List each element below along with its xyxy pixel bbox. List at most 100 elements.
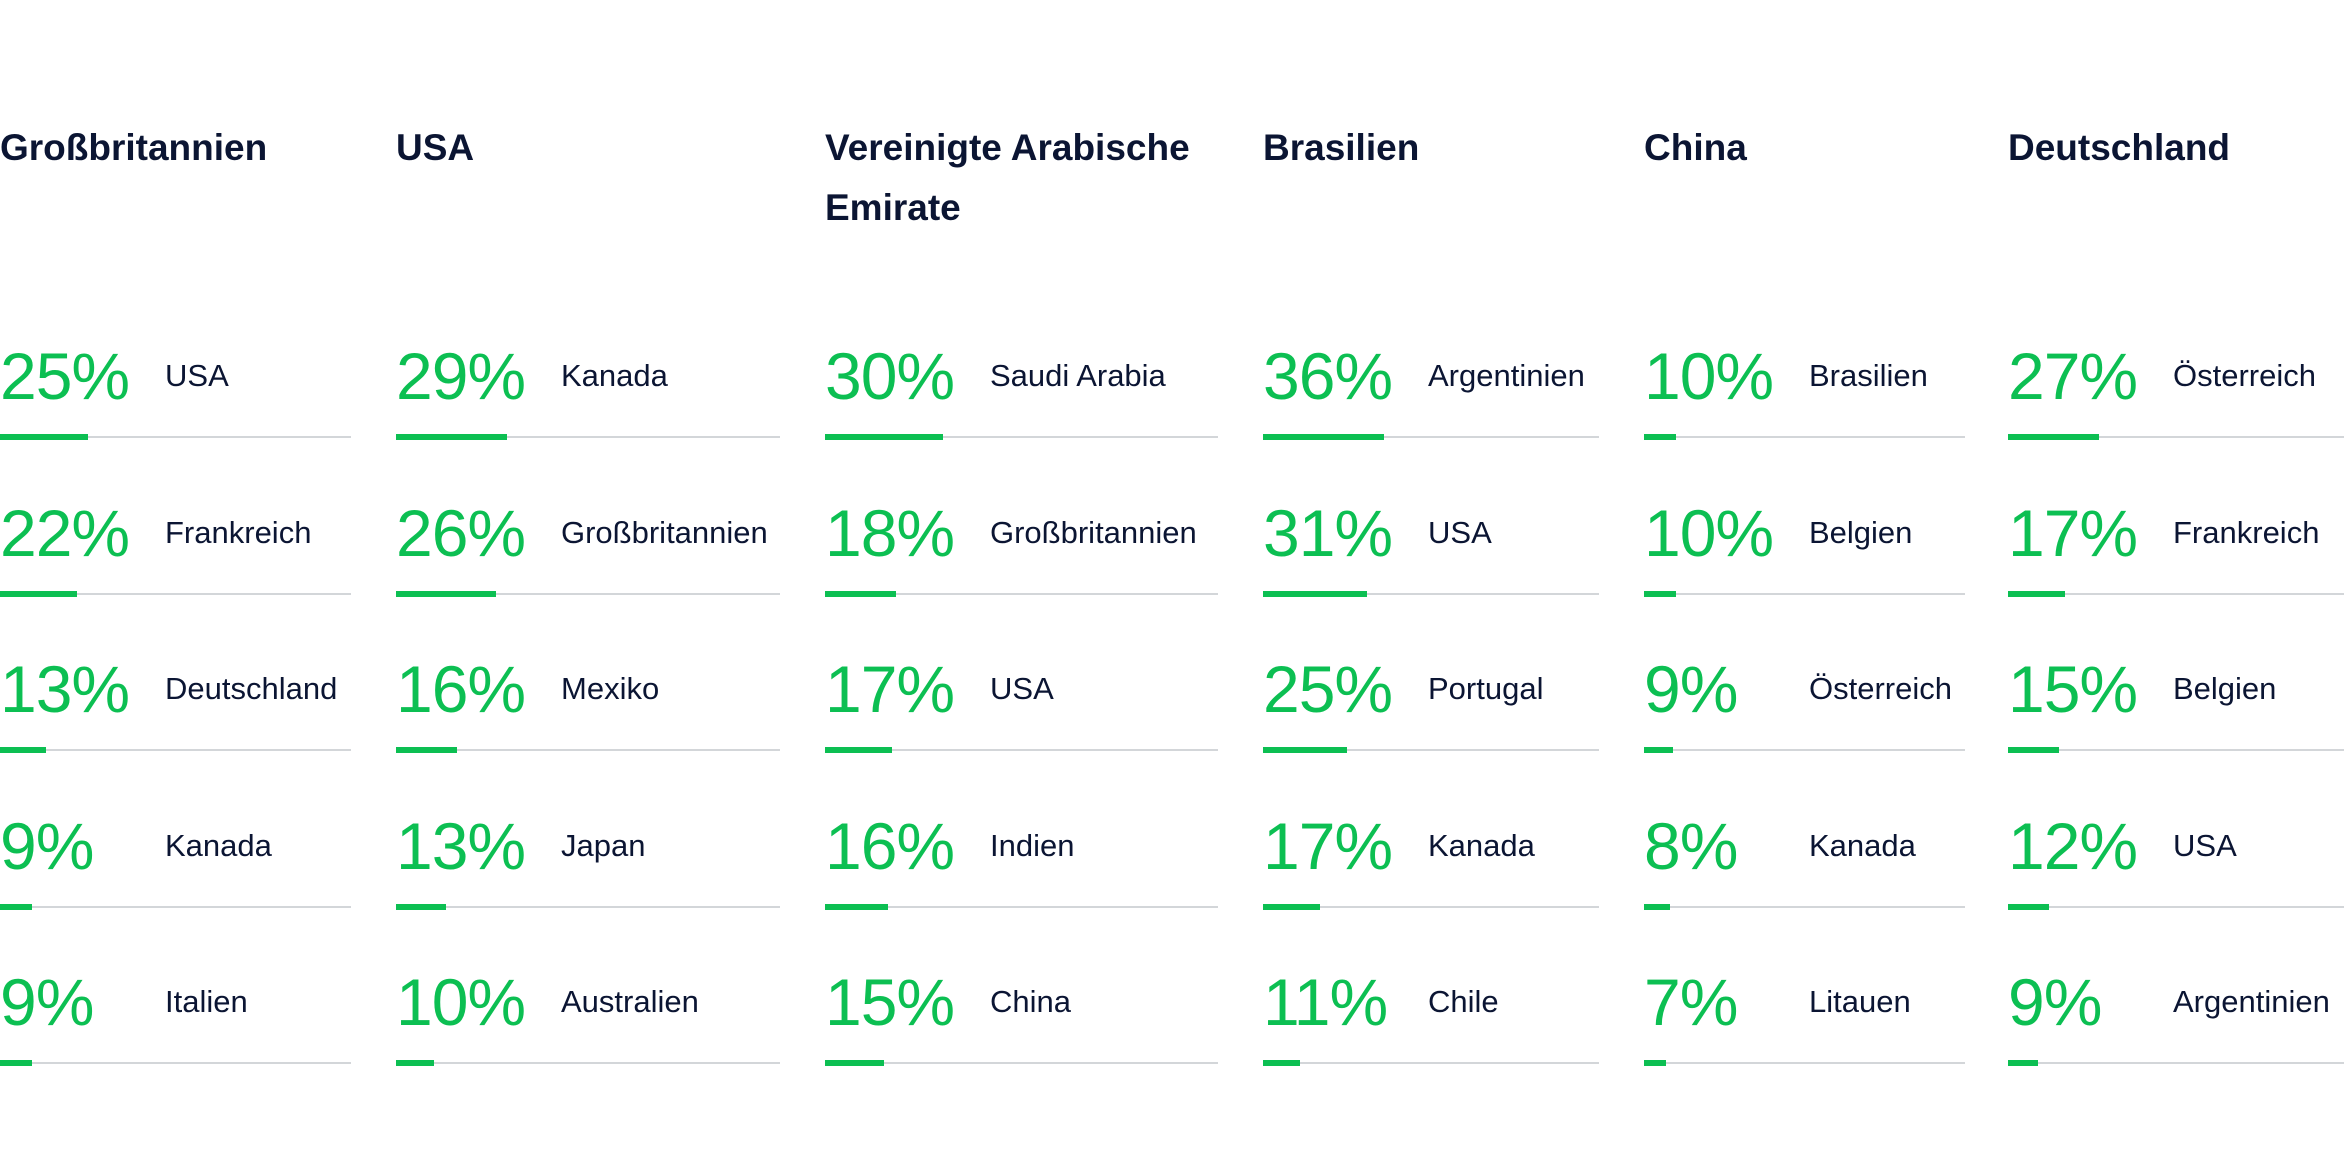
- percentage-value: 10%: [1644, 339, 1774, 413]
- progress-track: [1263, 903, 1599, 910]
- country-label: Österreich: [2173, 358, 2316, 393]
- country-label: Argentinien: [1428, 358, 1585, 393]
- percentage-value: 16%: [396, 652, 526, 726]
- stat-row: 12% USA: [2008, 806, 2344, 962]
- progress-track: [1644, 1060, 1965, 1066]
- progress-track: [1644, 434, 1965, 440]
- progress-track: [1644, 590, 1965, 597]
- progress-fill: [1644, 590, 1677, 597]
- country-label: Japan: [561, 827, 646, 863]
- country-label: Kanada: [561, 358, 668, 393]
- progress-fill: [396, 1060, 435, 1066]
- progress-track: [825, 434, 1218, 440]
- stat-row: 27% Österreich: [2008, 336, 2344, 492]
- stat-row: 9% Argentinien: [2008, 962, 2344, 1118]
- country-label: Großbritannien: [990, 514, 1197, 550]
- stat-row: 29% Kanada: [396, 336, 780, 492]
- progress-track: [396, 434, 780, 440]
- progress-fill: [396, 903, 446, 910]
- progress-fill: [2008, 590, 2066, 597]
- percentage-value: 30%: [825, 339, 955, 413]
- stat-row: 10% Australien: [396, 962, 780, 1118]
- progress-track: [825, 1060, 1218, 1066]
- progress-fill: [825, 1060, 884, 1066]
- progress-fill: [1263, 590, 1368, 597]
- stat-row: 25% USA: [0, 336, 351, 492]
- stat-row: 8% Kanada: [1644, 806, 1965, 962]
- stat-row: 36% Argentinien: [1263, 336, 1599, 492]
- progress-fill: [1263, 747, 1347, 753]
- country-label: Brasilien: [1809, 358, 1928, 393]
- column-title: Vereinigte Arabische Emirate: [825, 127, 1190, 228]
- progress-track: [2008, 590, 2344, 597]
- progress-track: [1263, 434, 1599, 440]
- percentage-value: 25%: [1263, 652, 1393, 726]
- progress-track: [2008, 903, 2344, 910]
- progress-track: [1644, 747, 1965, 753]
- progress-fill: [2008, 1060, 2039, 1066]
- percentage-value: 15%: [2008, 652, 2138, 726]
- percentage-value: 10%: [1644, 495, 1774, 570]
- progress-fill: [2008, 434, 2100, 440]
- country-label: Frankreich: [2173, 514, 2320, 550]
- progress-fill: [0, 903, 32, 910]
- country-label: USA: [990, 671, 1054, 706]
- progress-fill: [396, 747, 458, 753]
- stat-row: 7% Litauen: [1644, 962, 1965, 1118]
- percentage-value: 36%: [1263, 339, 1393, 413]
- percentage-value: 29%: [396, 339, 526, 413]
- percentage-value: 13%: [0, 652, 130, 726]
- country-label: Chile: [1428, 984, 1499, 1019]
- country-label: Mexiko: [561, 671, 660, 706]
- progress-track: [396, 1060, 780, 1066]
- progress-track: [1263, 1060, 1599, 1066]
- stat-row: 16% Indien: [825, 806, 1218, 962]
- percentage-value: 8%: [1644, 808, 1738, 883]
- percentage-value: 25%: [0, 339, 130, 413]
- country-label: China: [990, 984, 1071, 1019]
- percentage-value: 9%: [2008, 965, 2102, 1039]
- progress-track: [1644, 903, 1965, 910]
- progress-fill: [1263, 1060, 1300, 1066]
- percentage-value: 31%: [1263, 495, 1393, 570]
- stat-row: 15% Belgien: [2008, 649, 2344, 805]
- stat-row: 11% Chile: [1263, 962, 1599, 1118]
- percentage-value: 17%: [2008, 495, 2138, 570]
- progress-track: [825, 590, 1218, 597]
- country-label: Belgien: [1809, 514, 1913, 550]
- percentage-value: 26%: [396, 495, 526, 570]
- country-label: Großbritannien: [561, 514, 768, 550]
- progress-fill: [825, 747, 892, 753]
- percentage-value: 7%: [1644, 965, 1738, 1039]
- progress-fill: [0, 434, 88, 440]
- column-title: Großbritannien: [0, 127, 268, 168]
- percentage-value: 9%: [0, 808, 94, 883]
- progress-fill: [0, 747, 46, 753]
- stat-row: 13% Deutschland: [0, 649, 351, 805]
- progress-track: [825, 747, 1218, 753]
- stat-row: 13% Japan: [396, 806, 780, 962]
- country-label: Italien: [165, 984, 248, 1019]
- column-title: USA: [396, 127, 475, 168]
- progress-track: [1263, 747, 1599, 753]
- stat-row: 30% Saudi Arabia: [825, 336, 1218, 492]
- stat-row: 10% Belgien: [1644, 493, 1965, 649]
- country-label: Kanada: [165, 827, 272, 863]
- progress-track: [2008, 747, 2344, 753]
- column-title: Brasilien: [1263, 127, 1420, 168]
- stat-row: 16% Mexiko: [396, 649, 780, 805]
- progress-track: [2008, 1060, 2344, 1066]
- progress-fill: [825, 590, 896, 597]
- stat-row: 25% Portugal: [1263, 649, 1599, 805]
- progress-fill: [1263, 434, 1384, 440]
- country-label: Portugal: [1428, 671, 1544, 706]
- percentage-value: 9%: [0, 965, 94, 1039]
- country-label: Kanada: [1809, 827, 1916, 863]
- progress-fill: [396, 434, 508, 440]
- progress-track: [1263, 590, 1599, 597]
- country-label: Litauen: [1809, 984, 1911, 1019]
- country-label: Argentinien: [2173, 984, 2330, 1019]
- stat-row: 18% Großbritannien: [825, 493, 1218, 649]
- percentage-value: 22%: [0, 495, 130, 570]
- stat-row: 9% Kanada: [0, 806, 351, 962]
